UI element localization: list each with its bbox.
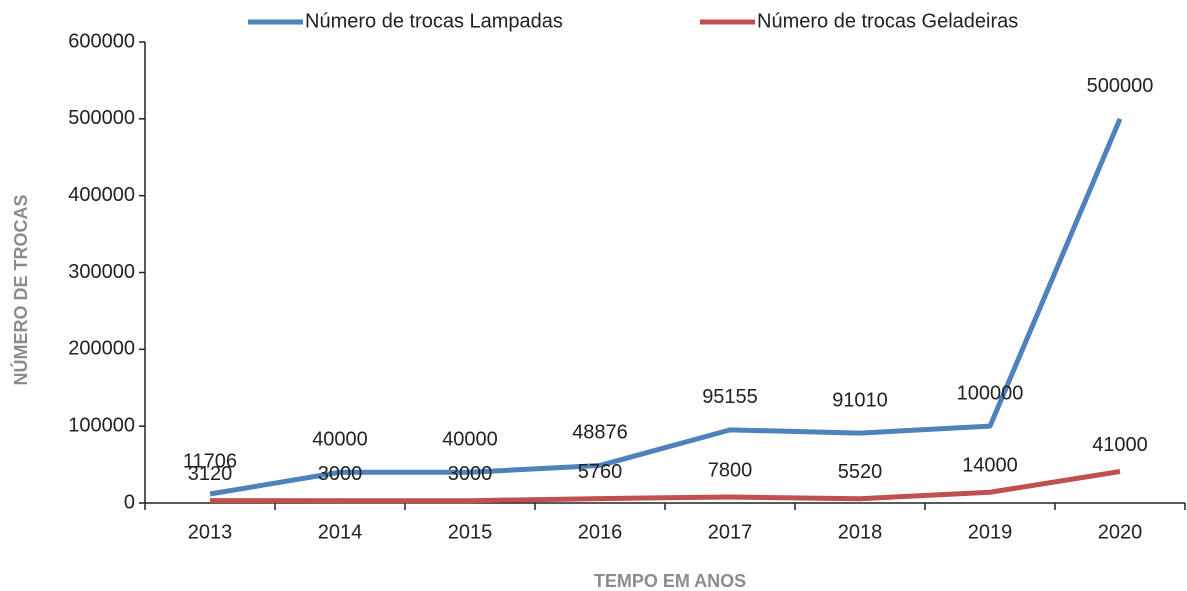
data-label: 11706	[183, 450, 237, 472]
x-tick-label: 2018	[838, 521, 883, 543]
y-tick-label: 300000	[68, 261, 135, 283]
y-tick-label: 0	[124, 491, 135, 513]
data-label: 14000	[962, 455, 1018, 477]
data-label: 91010	[832, 389, 888, 411]
data-label: 95155	[702, 386, 758, 408]
x-axis-title: TEMPO EM ANOS	[594, 571, 746, 591]
y-tick-label: 600000	[68, 30, 135, 52]
data-label: 48876	[572, 422, 628, 444]
data-label: 3000	[448, 463, 493, 485]
x-tick-label: 2017	[708, 521, 753, 543]
data-label: 3120	[188, 463, 233, 485]
data-label: 40000	[442, 429, 498, 451]
data-label: 7800	[708, 459, 753, 481]
data-label: 3000	[318, 463, 363, 485]
y-tick-label: 400000	[68, 184, 135, 206]
data-label: 500000	[1087, 75, 1154, 97]
data-label: 5760	[578, 461, 623, 483]
data-label: 40000	[312, 429, 368, 451]
y-tick-label: 500000	[68, 107, 135, 129]
legend-label: Número de trocas Geladeiras	[757, 10, 1018, 32]
x-tick-label: 2015	[448, 521, 493, 543]
series-line	[209, 117, 1123, 497]
legend-label: Número de trocas Lampadas	[305, 10, 563, 32]
x-tick-label: 2014	[318, 521, 363, 543]
data-label: 5520	[838, 461, 883, 483]
x-tick-label: 2016	[578, 521, 623, 543]
data-label: 41000	[1092, 434, 1148, 456]
x-tick-label: 2020	[1098, 521, 1143, 543]
series-line	[209, 469, 1121, 504]
data-label: 100000	[957, 382, 1024, 404]
x-tick-label: 2013	[188, 521, 233, 543]
y-tick-label: 200000	[68, 338, 135, 360]
y-tick-label: 100000	[68, 414, 135, 436]
y-axis-title: NÚMERO DE TROCAS	[10, 194, 31, 385]
x-tick-label: 2019	[968, 521, 1013, 543]
